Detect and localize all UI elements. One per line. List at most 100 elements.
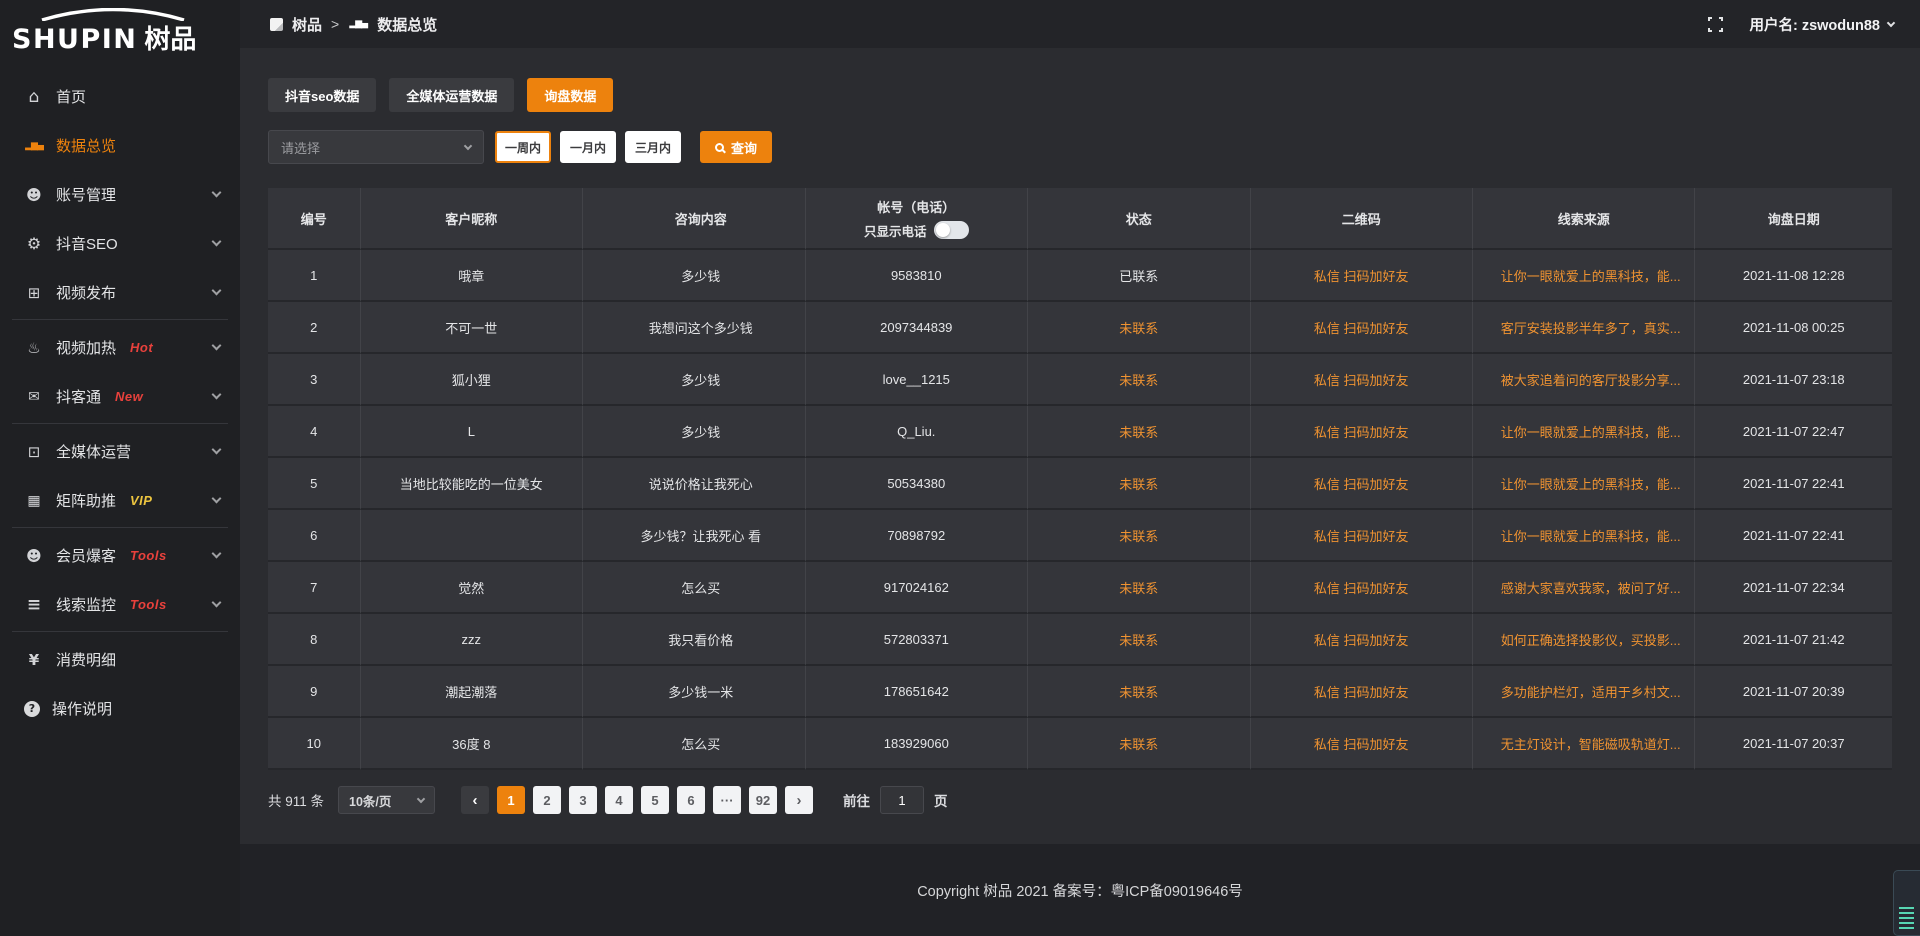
filter-select-placeholder: 请选择 [281,140,321,156]
page-1[interactable]: 1 [497,786,526,814]
page-4[interactable]: 4 [605,786,634,814]
page-92[interactable]: 92 [749,786,778,814]
page-6[interactable]: 6 [677,786,706,814]
breadcrumb-app[interactable]: 树品 [292,16,323,34]
qr-friend-links[interactable]: 私信 扫码加好友 [1313,528,1409,544]
cell-account: 2097344839 [805,302,1029,354]
topbar: 树品 > 数据总览 用户名: zswodun88 [240,0,1920,48]
status-badge: 未联系 [1119,424,1159,440]
tab-omnimedia-data[interactable]: 全媒体运营数据 [389,78,515,112]
logo[interactable]: SHUPIN 树品 [0,0,240,64]
sidebar-item-label: 抖音SEO [56,236,118,253]
source-link[interactable]: 被大家追着问的客厅投影分享... [1500,372,1681,388]
chevron-down-icon [211,285,222,296]
user-menu[interactable]: 用户名: zswodun88 [1749,14,1896,35]
source-link[interactable]: 让你一眼就爱上的黑科技，能... [1500,476,1681,492]
qr-friend-links[interactable]: 私信 扫码加好友 [1313,268,1409,284]
date-range-buttons: 一周内 一月内 三月内 [495,131,682,163]
source-link[interactable]: 感谢大家喜欢我家，被问了好... [1500,580,1681,596]
fullscreen-icon[interactable] [1706,14,1726,34]
qr-friend-links[interactable]: 私信 扫码加好友 [1313,580,1409,596]
cell-no: 3 [268,354,361,406]
widget-stripes-icon [1899,907,1914,929]
prev-page-button[interactable]: ‹ [461,786,490,814]
floating-widget[interactable] [1893,870,1920,936]
sidebar-item-instructions[interactable]: 操作说明 [0,684,240,733]
page-size-select[interactable]: 10条/页 [338,786,436,814]
sidebar-item-home[interactable]: 首页 [0,72,240,121]
source-link[interactable]: 如何正确选择投影仪，买投影... [1500,632,1681,648]
sidebar-item-video-publish[interactable]: 视频发布 [0,268,240,320]
sidebar-item-badge: VIP [130,493,153,508]
cell-date: 2021-11-07 23:18 [1695,354,1892,406]
sidebar-item-label: 线索监控 [56,597,117,614]
cell-account: 917024162 [805,562,1029,614]
qr-friend-links[interactable]: 私信 扫码加好友 [1313,476,1409,492]
source-link[interactable]: 客厅安装投影半年多了，真实... [1500,320,1681,336]
page-ellipsis[interactable]: ··· [713,786,742,814]
qr-friend-links[interactable]: 私信 扫码加好友 [1313,736,1409,752]
sidebar-item-doketong[interactable]: 抖客通 New [0,372,240,424]
cell-account: Q_Liu. [805,406,1029,458]
cell-account: 9583810 [805,250,1029,302]
page-5[interactable]: 5 [641,786,670,814]
chat-icon [24,389,44,405]
sidebar-item-omnimedia[interactable]: 全媒体运营 [0,427,240,476]
status-badge: 未联系 [1119,528,1159,544]
source-link[interactable]: 让你一眼就爱上的黑科技，能... [1500,424,1681,440]
search-icon [715,142,725,152]
cell-account: 183929060 [805,718,1029,770]
cell-content: 多少钱 [583,250,806,302]
page-size-value: 10条/页 [349,794,392,809]
media-icon [24,443,44,461]
range-three-months[interactable]: 三月内 [625,131,682,163]
column-header-account: 帐号（电话） 只显示电话 [805,188,1029,250]
sidebar-item-douyin-seo[interactable]: 抖音SEO [0,219,240,268]
phone-only-toggle[interactable] [933,221,969,239]
sidebar-item-lead-monitor[interactable]: 线索监控 Tools [0,580,240,632]
cell-nickname: L [360,406,584,458]
home-icon [24,87,44,107]
sidebar-item-video-heat[interactable]: 视频加热 Hot [0,323,240,372]
next-page-button[interactable]: › [785,786,814,814]
source-link[interactable]: 让你一眼就爱上的黑科技，能... [1500,528,1681,544]
cell-no: 10 [268,718,361,770]
pagination: 共 911 条 10条/页 ‹ 1 2 3 4 [268,786,1892,814]
cell-date: 2021-11-07 22:47 [1695,406,1892,458]
page-3[interactable]: 3 [569,786,598,814]
cell-nickname: 当地比较能吃的一位美女 [360,458,584,510]
filter-bar: 请选择 一周内 一月内 三月内 查询 [268,130,1892,164]
sidebar-item-label: 全媒体运营 [56,444,132,461]
table-row: 4 L 多少钱 Q_Liu. 未联系 私信 扫码加好友 让你一眼就爱上的黑科技，… [268,406,1892,458]
qr-friend-links[interactable]: 私信 扫码加好友 [1313,684,1409,700]
tab-inquiry-data[interactable]: 询盘数据 [527,78,614,112]
sidebar-item-data-overview[interactable]: 数据总览 [0,121,240,170]
page-2[interactable]: 2 [533,786,562,814]
page-buttons: 1 2 3 4 5 6 ··· 92 [497,786,778,814]
sidebar-item-member-burst[interactable]: 会员爆客 Tools [0,531,240,580]
qr-friend-links[interactable]: 私信 扫码加好友 [1313,632,1409,648]
qr-friend-links[interactable]: 私信 扫码加好友 [1313,424,1409,440]
filter-select[interactable]: 请选择 [268,130,484,164]
source-link[interactable]: 多功能护栏灯，适用于乡村文... [1500,684,1681,700]
source-link[interactable]: 让你一眼就爱上的黑科技，能... [1500,268,1681,284]
qr-friend-links[interactable]: 私信 扫码加好友 [1313,372,1409,388]
cell-no: 2 [268,302,361,354]
sidebar-item-expense-detail[interactable]: 消费明细 [0,635,240,684]
column-header-content: 咨询内容 [583,188,806,250]
source-link[interactable]: 无主灯设计，智能磁吸轨道灯... [1500,736,1681,752]
tab-douyin-seo-data[interactable]: 抖音seo数据 [268,78,377,112]
query-button[interactable]: 查询 [700,131,773,163]
table-row: 1 哦章 多少钱 9583810 已联系 私信 扫码加好友 让你一眼就爱上的黑科… [268,250,1892,302]
range-one-month[interactable]: 一月内 [560,131,617,163]
sidebar-item-matrix-boost[interactable]: 矩阵助推 VIP [0,476,240,528]
goto-page-input[interactable] [880,786,925,814]
cell-account: 178651642 [805,666,1029,718]
user-icon [24,186,44,204]
range-one-week[interactable]: 一周内 [495,131,552,163]
cell-content: 说说价格让我死心 [583,458,806,510]
table-row: 10 36度 8 怎么买 183929060 未联系 私信 扫码加好友 无主灯设… [268,718,1892,770]
cell-date: 2021-11-07 21:42 [1695,614,1892,666]
qr-friend-links[interactable]: 私信 扫码加好友 [1313,320,1409,336]
sidebar-item-account-management[interactable]: 账号管理 [0,170,240,219]
